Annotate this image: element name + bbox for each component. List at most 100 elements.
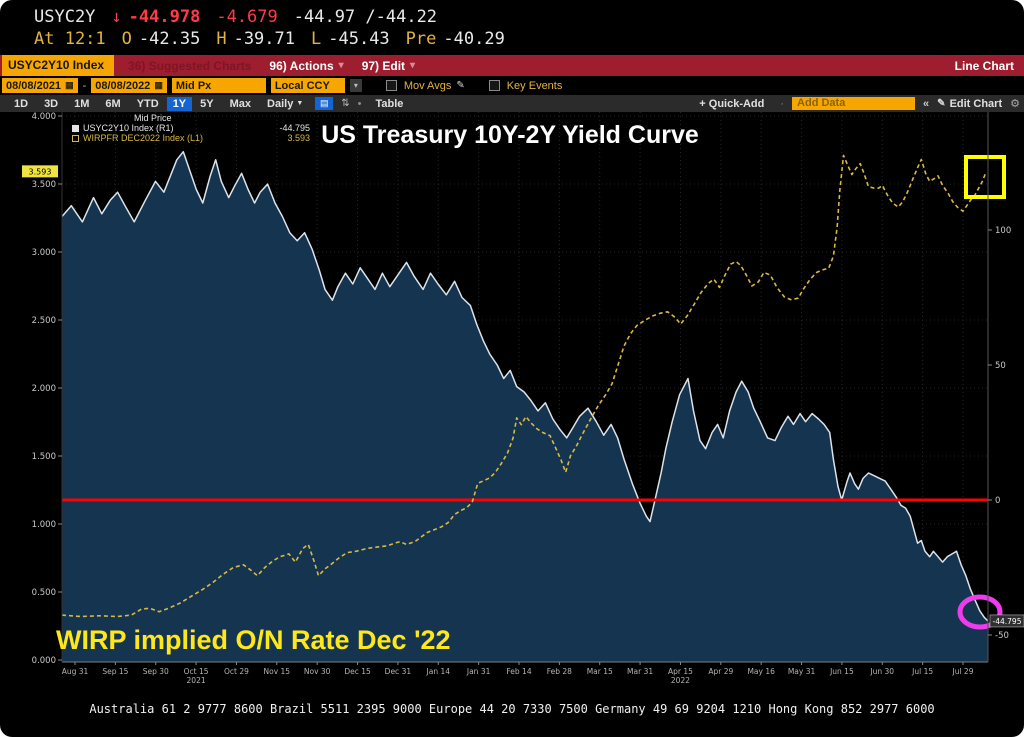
- svg-text:Nov 30: Nov 30: [304, 667, 331, 676]
- calendar-icon[interactable]: ▦: [154, 80, 163, 90]
- svg-text:Apr 15: Apr 15: [668, 667, 693, 676]
- period-5y[interactable]: 5Y: [200, 97, 214, 110]
- down-arrow-icon: ↓: [111, 7, 122, 27]
- svg-text:1.000: 1.000: [32, 520, 56, 530]
- svg-text:2.000: 2.000: [32, 384, 56, 394]
- svg-text:Oct 15: Oct 15: [184, 667, 209, 676]
- period-1d[interactable]: 1D: [14, 97, 29, 110]
- period-3d[interactable]: 3D: [44, 97, 59, 110]
- chart-region: 4.000 3.500 3.000 2.500 2.000 1.500 1.000 0.500…: [0, 112, 1024, 687]
- period-max[interactable]: Max: [229, 97, 252, 110]
- svg-text:Sep 30: Sep 30: [143, 667, 169, 676]
- price-field-select[interactable]: Mid Px: [171, 78, 266, 93]
- legend-label: USYC2Y10 Index (R1): [83, 123, 174, 133]
- ticker-symbol: USYC2Y: [34, 7, 96, 27]
- suggested-charts-item[interactable]: 36) Suggested Charts: [128, 58, 252, 73]
- settings-bar: 08/08/2021 ▦ - 08/08/2022 ▦ Mid Px Local C…: [0, 76, 1024, 95]
- high-value: -39.71: [233, 29, 295, 49]
- svg-text:3.000: 3.000: [32, 248, 56, 258]
- quick-add-dot[interactable]: ·: [780, 97, 785, 110]
- svg-text:3.593: 3.593: [29, 167, 52, 176]
- svg-text:50: 50: [995, 361, 1006, 371]
- dropdown-dot-icon: ▾: [410, 60, 416, 71]
- svg-text:0.500: 0.500: [32, 588, 56, 598]
- menu-bar: USYC2Y10 Index 36) Suggested Charts 96) …: [0, 55, 1024, 76]
- legend-value: -44.795: [279, 123, 310, 133]
- footer-phones-line1: Australia 61 2 9777 8600 Brazil 5511 239…: [89, 702, 935, 716]
- edit-chart-button[interactable]: ✎ Edit Chart: [937, 97, 1003, 110]
- last-price: -44.978: [128, 7, 201, 27]
- svg-text:Jul 29: Jul 29: [952, 667, 974, 676]
- chart-plot-area[interactable]: 4.000 3.500 3.000 2.500 2.000 1.500 1.000 0.500…: [0, 112, 1024, 687]
- date-from-input[interactable]: 08/08/2021 ▦: [2, 78, 78, 93]
- actions-menu[interactable]: 96) Actions ▾: [269, 58, 344, 73]
- legend-header: Mid Price: [134, 113, 172, 123]
- svg-text:Jul 15: Jul 15: [911, 667, 933, 676]
- period-6m[interactable]: 6M: [105, 97, 121, 110]
- svg-text:May 31: May 31: [788, 667, 816, 676]
- svg-text:Mar 15: Mar 15: [587, 667, 613, 676]
- legend-item-spread[interactable]: USYC2Y10 Index (R1) -44.795: [72, 123, 310, 133]
- svg-text:Feb 14: Feb 14: [506, 667, 531, 676]
- legend-item-wirp[interactable]: WIRPFR DEC2022 Index (L1) 3.593: [72, 133, 310, 143]
- date-range-dash: -: [82, 79, 87, 92]
- svg-text:Jun 30: Jun 30: [869, 667, 894, 676]
- collapse-button[interactable]: «: [923, 97, 930, 110]
- period-ytd[interactable]: YTD: [136, 97, 159, 110]
- open-label: O: [121, 29, 132, 49]
- svg-text:Nov 15: Nov 15: [264, 667, 291, 676]
- pencil-icon[interactable]: ✎: [456, 80, 465, 91]
- pencil-icon: ✎: [937, 98, 946, 109]
- svg-text:Feb 28: Feb 28: [547, 667, 572, 676]
- period-1y[interactable]: 1Y: [166, 96, 193, 111]
- period-toolbar: 1D 3D 1M 6M YTD 1Y 5Y Max Daily ▼ ▤ ⇅ • Table + …: [0, 95, 1024, 112]
- edit-menu[interactable]: 97) Edit ▾: [361, 58, 416, 73]
- yellow-highlight-box: [964, 155, 1006, 199]
- net-change: -4.679: [216, 7, 278, 27]
- compare-icon[interactable]: ⇅: [341, 98, 350, 109]
- svg-text:2.500: 2.500: [32, 316, 56, 326]
- svg-text:100: 100: [995, 226, 1011, 236]
- open-value: -42.35: [138, 29, 201, 49]
- key-events-checkbox[interactable]: [488, 80, 500, 91]
- chart-style-button[interactable]: ▤: [315, 97, 334, 110]
- prev-label: Pre: [405, 29, 437, 49]
- gear-icon[interactable]: ⚙: [1010, 98, 1020, 110]
- mov-avgs-checkbox[interactable]: [385, 80, 397, 91]
- chart-legend: Mid Price USYC2Y10 Index (R1) -44.795 WI…: [72, 113, 310, 143]
- bid-ask: -44.97 /-44.22: [293, 7, 438, 27]
- right-axis-last-badge: [989, 614, 1024, 628]
- period-1m[interactable]: 1M: [74, 97, 90, 110]
- key-events-label[interactable]: Key Events: [506, 79, 563, 92]
- dropdown-dot-icon: ▾: [338, 60, 344, 71]
- svg-text:-44.795: -44.795: [993, 617, 1022, 626]
- high-label: H: [216, 29, 227, 49]
- svg-text:Aug 31: Aug 31: [62, 667, 89, 676]
- legend-value: 3.593: [287, 133, 310, 143]
- more-options-dot[interactable]: •: [357, 97, 362, 110]
- chart-title: US Treasury 10Y-2Y Yield Curve: [321, 121, 699, 149]
- currency-select[interactable]: Local CCY: [270, 78, 345, 93]
- footer: Australia 61 2 9777 8600 Brazil 5511 239…: [0, 677, 1024, 737]
- svg-text:Dec 31: Dec 31: [385, 667, 412, 676]
- svg-text:0.000: 0.000: [32, 656, 56, 666]
- date-to-input[interactable]: 08/08/2022 ▦: [91, 78, 167, 93]
- mov-avgs-label[interactable]: Mov Avgs: [403, 79, 452, 92]
- legend-label: WIRPFR DEC2022 Index (L1): [83, 133, 204, 143]
- ticker-row-ohlc: At 12:1 O -42.35 H -39.71 L -45.43 Pre -40.2…: [34, 29, 505, 49]
- low-value: -45.43: [328, 29, 390, 49]
- svg-text:Mar 31: Mar 31: [627, 667, 653, 676]
- quick-add-button[interactable]: + Quick-Add: [699, 97, 765, 110]
- series-swatch-icon: [72, 134, 79, 142]
- table-button[interactable]: Table: [375, 97, 404, 110]
- chevron-down-icon: ▼: [296, 100, 304, 107]
- add-data-input[interactable]: Add Data: [792, 97, 916, 110]
- currency-dropdown-button[interactable]: ▾: [349, 79, 362, 92]
- series-swatch-icon: [72, 124, 79, 132]
- svg-text:3.500: 3.500: [32, 180, 56, 190]
- calendar-icon[interactable]: ▦: [65, 80, 74, 90]
- security-tab[interactable]: USYC2Y10 Index: [2, 55, 115, 76]
- svg-text:0: 0: [995, 496, 1000, 506]
- frequency-dropdown[interactable]: Daily ▼: [267, 97, 304, 110]
